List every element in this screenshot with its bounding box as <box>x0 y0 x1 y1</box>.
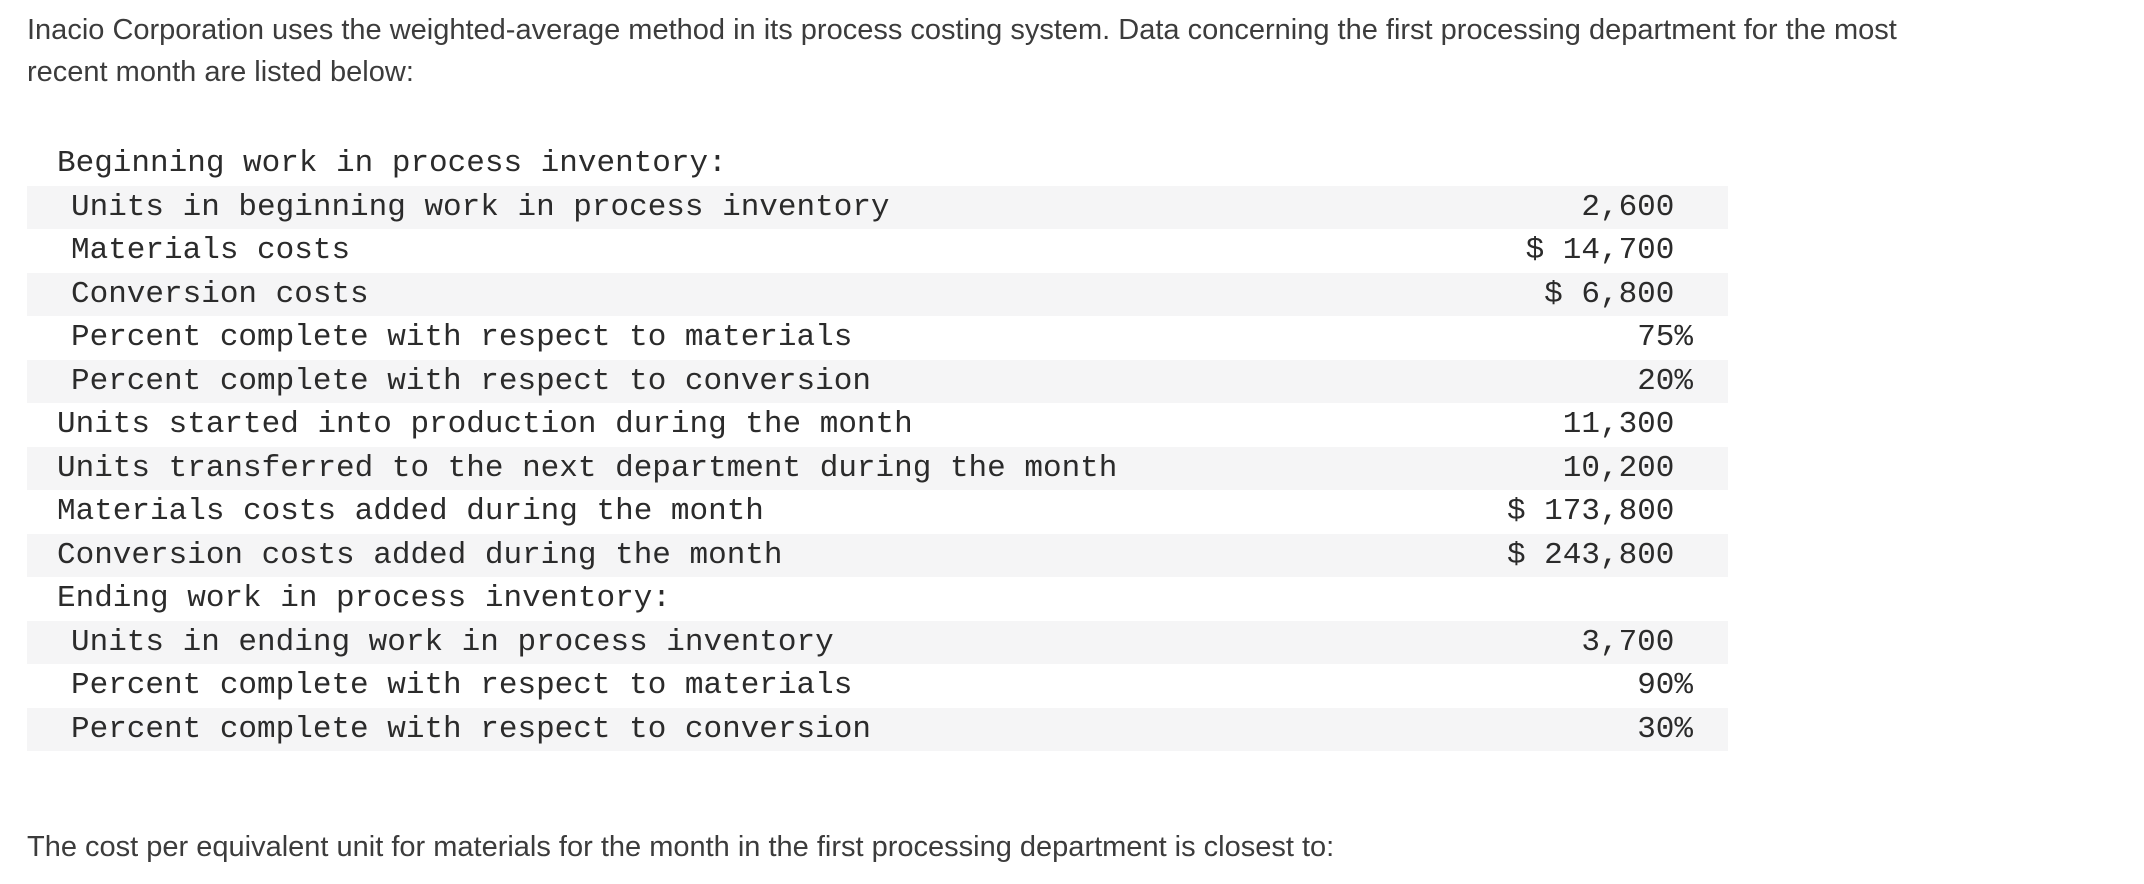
problem-statement-line-1: Inacio Corporation uses the weighted-ave… <box>27 14 1897 46</box>
question-text: The cost per equivalent unit for materia… <box>27 831 1335 863</box>
table-row: Beginning work in process inventory: <box>27 142 1728 186</box>
table-row: Materials costs added during the month $ … <box>27 490 1728 534</box>
problem-statement-line-2: recent month are listed below: <box>27 56 414 88</box>
row-label: Percent complete with respect to convers… <box>71 711 871 747</box>
row-label: Materials costs <box>71 233 351 269</box>
table-row: Ending work in process inventory: <box>27 577 1728 621</box>
table-row: Units in ending work in process inventor… <box>27 620 1728 664</box>
table-row: Percent complete with respect to materia… <box>27 664 1728 708</box>
table-row: Units started into production during the… <box>27 403 1728 447</box>
row-value: 10,200 <box>1562 450 1693 486</box>
row-label: Units started into production during the… <box>57 407 913 443</box>
row-value: 90% <box>1637 668 1693 704</box>
row-value: 75% <box>1637 320 1693 356</box>
row-value: 11,300 <box>1562 407 1693 443</box>
row-value: $ 243,800 <box>1506 537 1693 573</box>
row-label: Units transferred to the next department… <box>57 450 1118 486</box>
row-label: Materials costs added during the month <box>57 494 764 530</box>
process-costing-data-table: Beginning work in process inventory: Unit… <box>27 142 1728 751</box>
problem-statement: Inacio Corporation uses the weighted-ave… <box>27 9 2127 93</box>
row-label: Percent complete with respect to materia… <box>71 320 853 356</box>
row-label: Percent complete with respect to materia… <box>71 668 853 704</box>
table-row: Percent complete with respect to materia… <box>27 316 1728 360</box>
row-label: Conversion costs <box>71 276 369 312</box>
row-label: Units in beginning work in process inven… <box>71 189 890 225</box>
row-value: $ 14,700 <box>1525 233 1693 269</box>
table-row: Units transferred to the next department… <box>27 446 1728 490</box>
table-row: Percent complete with respect to convers… <box>27 359 1728 403</box>
row-label: Ending work in process inventory: <box>57 581 671 617</box>
table-row: Conversion costs added during the month $… <box>27 533 1728 577</box>
table-row: Units in beginning work in process inven… <box>27 185 1728 229</box>
row-value: 20% <box>1637 363 1693 399</box>
row-value: 30% <box>1637 711 1693 747</box>
table-row: Percent complete with respect to convers… <box>27 707 1728 751</box>
row-value: $ 173,800 <box>1506 494 1693 530</box>
table-row: Conversion costs $ 6,800 <box>27 272 1728 316</box>
row-label: Beginning work in process inventory: <box>57 146 727 182</box>
row-value: 3,700 <box>1581 624 1693 660</box>
row-value: 2,600 <box>1581 189 1693 225</box>
row-value: $ 6,800 <box>1544 276 1693 312</box>
row-label: Units in ending work in process inventor… <box>71 624 834 660</box>
row-label: Percent complete with respect to convers… <box>71 363 871 399</box>
row-label: Conversion costs added during the month <box>57 537 783 573</box>
table-row: Materials costs $ 14,700 <box>27 229 1728 273</box>
